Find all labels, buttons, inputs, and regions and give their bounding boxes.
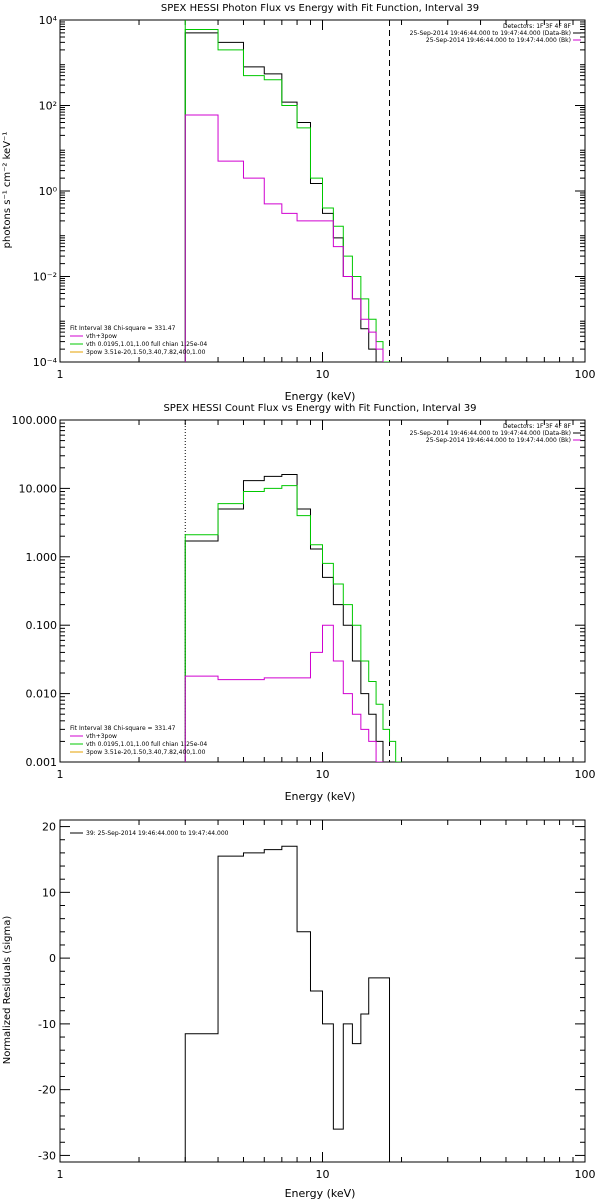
legend-top-entry: 25-Sep-2014 19:46:44.000 to 19:47:44.000…: [410, 30, 571, 37]
legend-top-entry: Detectors: 1F 3F 4F 8F: [503, 23, 572, 30]
y-tick-label: 10⁰: [39, 185, 58, 198]
y-tick-label: 10⁻⁴: [33, 356, 58, 369]
legend-top-entry: 25-Sep-2014 19:46:44.000 to 19:47:44.000…: [426, 437, 571, 444]
y-tick-label: 0.010: [26, 688, 58, 701]
panel-2-xlabel: Energy (keV): [285, 790, 356, 803]
series-step-line: [184, 32, 403, 362]
x-tick-label: 10: [316, 1168, 330, 1181]
series-step-line: [184, 473, 403, 762]
y-tick-label: 10⁻²: [33, 271, 57, 284]
legend-bottom-entry: Fit Interval 38 Chi-square = 331.47: [70, 325, 176, 332]
photon-flux-panel: SPEX HESSI Photon Flux vs Energy with Fi…: [2, 3, 596, 403]
y-tick-label: 0.100: [26, 619, 58, 632]
legend-bottom-entry: Fit Interval 38 Chi-square = 331.47: [70, 725, 176, 732]
count-flux-panel: SPEX HESSI Count Flux vs Energy with Fit…: [12, 403, 596, 803]
y-tick-label: 20: [42, 821, 56, 834]
panel-2-title: SPEX HESSI Count Flux vs Energy with Fit…: [163, 403, 476, 414]
y-tick-label: -20: [38, 1084, 56, 1097]
legend-top-entry: 25-Sep-2014 19:46:44.000 to 19:47:44.000…: [426, 37, 571, 44]
y-tick-label: 0.001: [26, 756, 58, 769]
y-tick-label: 1.000: [26, 551, 58, 564]
legend-bottom-entry: 3pow 3.51e-20,1.50,3.40,7.82,400,1.00: [86, 749, 206, 756]
series-step-line: [184, 28, 403, 362]
legend-bottom-entry: vth+3pow: [86, 333, 117, 340]
y-tick-label: 0: [49, 952, 56, 965]
legend-bottom-entry: vth 0.0195,1.01,1.00 full chian 1.25e-04: [86, 741, 207, 748]
x-tick-label: 100: [575, 768, 596, 781]
legend-bottom-entry: vth+3pow: [86, 733, 117, 740]
panel-3-xlabel: Energy (keV): [285, 1187, 356, 1200]
legend-top-entry: 39: 25-Sep-2014 19:46:44.000 to 19:47:44…: [86, 830, 229, 837]
legend-top-entry: Detectors: 1F 3F 4F 8F: [503, 423, 572, 430]
panel-1-ylabel: photons s⁻¹ cm⁻² keV⁻¹: [2, 132, 13, 249]
x-tick-label: 10: [316, 768, 330, 781]
series-step-line: [184, 114, 403, 362]
panel-1-xlabel: Energy (keV): [285, 390, 356, 403]
x-tick-label: 1: [57, 1168, 64, 1181]
y-tick-label: -10: [38, 1018, 56, 1031]
series-step-line: [184, 624, 403, 762]
y-tick-label: 10.000: [19, 482, 58, 495]
x-tick-label: 100: [575, 1168, 596, 1181]
panel-1-title: SPEX HESSI Photon Flux vs Energy with Fi…: [161, 3, 479, 14]
x-tick-label: 1: [57, 768, 64, 781]
y-tick-label: -30: [38, 1149, 56, 1162]
y-tick-label: 10²: [39, 100, 57, 113]
panel-3-ylabel: Normalized Residuals (sigma): [2, 916, 13, 1065]
residuals-panel: Energy (keV) Normalized Residuals (sigma…: [2, 819, 596, 1200]
legend-bottom-entry: 3pow 3.51e-20,1.50,3.40,7.82,400,1.00: [86, 349, 206, 356]
x-tick-label: 10: [316, 368, 330, 381]
series-step-line: [184, 845, 391, 1162]
legend-bottom-entry: vth 0.0195,1.01,1.00 full chian 1.25e-04: [86, 341, 207, 348]
legend-top-entry: 25-Sep-2014 19:46:44.000 to 19:47:44.000…: [410, 430, 571, 437]
plot-frame: [59, 419, 586, 763]
x-tick-label: 1: [57, 368, 64, 381]
y-tick-label: 100.000: [12, 414, 58, 427]
y-tick-label: 10⁴: [39, 14, 58, 27]
x-tick-label: 100: [575, 368, 596, 381]
series-step-line: [184, 485, 402, 762]
y-tick-label: 10: [42, 886, 56, 899]
